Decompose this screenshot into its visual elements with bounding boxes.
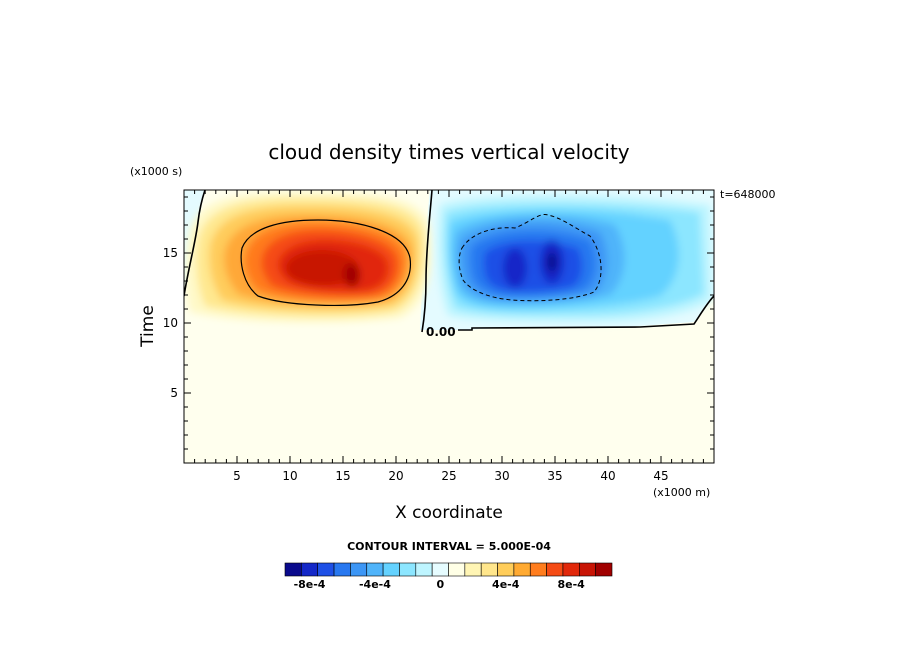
y-tick-label: 15 bbox=[163, 246, 178, 260]
colorbar-swatch bbox=[431, 562, 449, 577]
colorbar-tick-label: -8e-4 bbox=[294, 578, 326, 591]
updraft-lobe bbox=[185, 192, 432, 323]
x-tick-label: 10 bbox=[282, 469, 297, 483]
colorbar-tick-label: 0 bbox=[436, 578, 444, 591]
colorbar-swatch bbox=[513, 562, 531, 577]
x-tick-label: 15 bbox=[335, 469, 350, 483]
cool-level-8-west bbox=[503, 248, 527, 288]
contour-interval-text: CONTOUR INTERVAL = 5.000E-04 bbox=[347, 540, 551, 553]
y-axis-label: Time bbox=[138, 305, 158, 348]
colorbar-swatch bbox=[382, 562, 400, 577]
x-tick-label: 30 bbox=[494, 469, 509, 483]
x-tick-label: 25 bbox=[441, 469, 456, 483]
cool-level-7 bbox=[483, 240, 583, 292]
warm-level-8 bbox=[286, 250, 358, 286]
colorbar-swatch bbox=[529, 562, 547, 577]
downdraft-lobe bbox=[438, 195, 712, 322]
x-tick-label: 35 bbox=[547, 469, 562, 483]
colorbar-swatch bbox=[562, 562, 580, 577]
colorbar-swatch bbox=[301, 562, 319, 577]
y-tick-label: 5 bbox=[170, 386, 178, 400]
colorbar-tick-label: 4e-4 bbox=[492, 578, 520, 591]
x-tick-label: 40 bbox=[600, 469, 615, 483]
colorbar bbox=[284, 562, 613, 577]
cool-level-9 bbox=[547, 252, 557, 272]
x-axis-label: X coordinate bbox=[395, 503, 503, 523]
x-tick-labels: 5 10 15 20 25 30 35 40 45 bbox=[233, 469, 668, 483]
colorbar-swatch bbox=[546, 562, 564, 577]
colorbar-swatch bbox=[317, 562, 335, 577]
axis-ticks bbox=[184, 190, 714, 463]
colorbar-swatch bbox=[350, 562, 368, 577]
x-unit-label: (x1000 m) bbox=[653, 486, 710, 499]
x-tick-label: 5 bbox=[233, 469, 241, 483]
colorbar-swatch bbox=[497, 562, 515, 577]
colorbar-swatch bbox=[399, 562, 417, 577]
colorbar-swatch bbox=[578, 562, 596, 577]
x-tick-label: 20 bbox=[388, 469, 403, 483]
colorbar-swatch bbox=[366, 562, 384, 577]
time-label: t=648000 bbox=[720, 188, 776, 201]
colorbar-swatch bbox=[464, 562, 482, 577]
y-unit-label: (x1000 s) bbox=[130, 165, 182, 178]
y-tick-labels: 5 10 15 bbox=[163, 246, 178, 400]
colorbar-tick-label: -4e-4 bbox=[359, 578, 391, 591]
colorbar-swatch bbox=[284, 562, 302, 577]
colorbar-swatch bbox=[333, 562, 351, 577]
positive-contour-line bbox=[240, 219, 412, 306]
colorbar-swatch bbox=[480, 562, 498, 577]
plot-area bbox=[184, 190, 714, 463]
zero-contour-line bbox=[184, 190, 714, 333]
zero-contour-label: 0.00 bbox=[426, 325, 456, 339]
warm-level-9 bbox=[344, 263, 360, 287]
colorbar-swatch bbox=[448, 562, 466, 577]
x-tick-label: 45 bbox=[653, 469, 668, 483]
colorbar-swatch bbox=[415, 562, 433, 577]
chart-title: cloud density times vertical velocity bbox=[268, 140, 629, 164]
y-tick-label: 10 bbox=[163, 316, 178, 330]
negative-contour-line bbox=[458, 213, 602, 302]
colorbar-labels: -8e-4 -4e-4 0 4e-4 8e-4 bbox=[294, 578, 586, 591]
colorbar-tick-label: 8e-4 bbox=[557, 578, 585, 591]
colorbar-swatch bbox=[595, 562, 613, 577]
